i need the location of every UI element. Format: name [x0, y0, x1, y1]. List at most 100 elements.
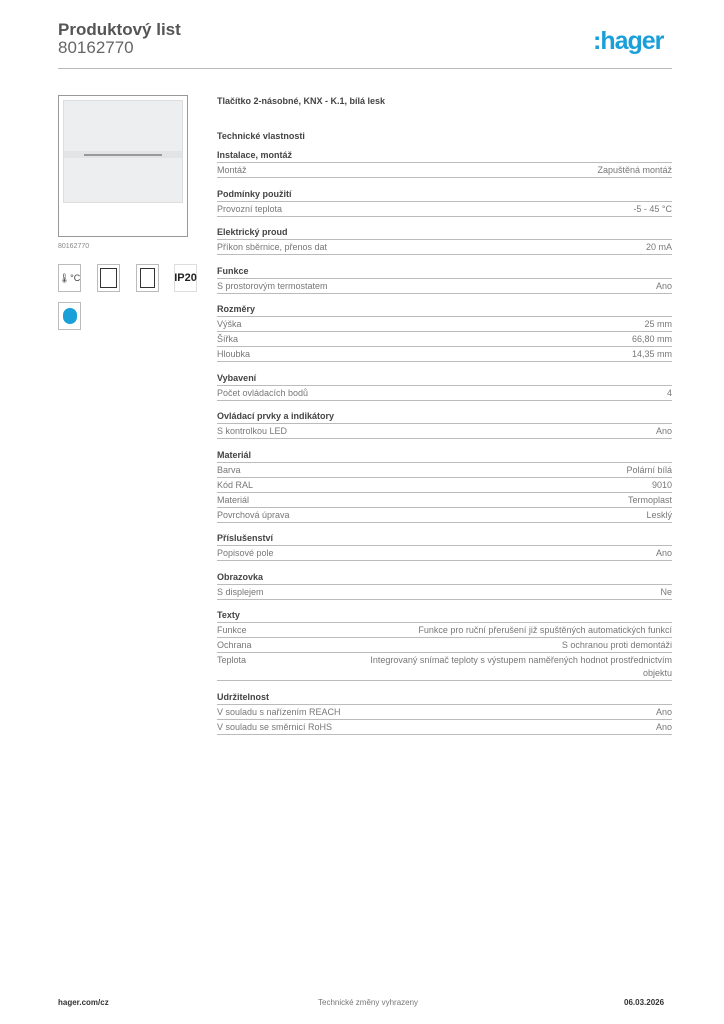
spec-section: Rozměry Výška 25 mm Šířka 66,80 mm Hloubka 14,… — [217, 303, 672, 362]
spec-value: Termoplast — [627, 494, 672, 505]
spec-row: Počet ovládacích bodů 4 — [217, 386, 672, 401]
spec-label: S displejem — [217, 586, 264, 597]
spec-row: Příkon sběrnice, přenos dat 20 mA — [217, 240, 672, 255]
spec-row: Materiál Termoplast — [217, 493, 672, 508]
spec-row: Výška 25 mm — [217, 317, 672, 332]
spec-label: Hloubka — [217, 349, 251, 359]
spec-row: S kontrolkou LED Ano — [217, 424, 672, 439]
spec-value: 14,35 mm — [631, 349, 672, 359]
section-heading: Rozměry — [217, 303, 672, 317]
spec-label: Provozní teplota — [217, 203, 283, 214]
spec-label: Materiál — [217, 494, 250, 505]
spec-section: Instalace, montáž Montáž Zapuštěná montáž — [217, 149, 672, 178]
spec-label: Teplota — [217, 655, 247, 665]
spec-label: Montáž — [217, 165, 247, 175]
spec-label: Ochrana — [217, 640, 252, 650]
product-title: Tlačítko 2-násobné, KNX - K.1, bílá lesk — [217, 96, 386, 106]
spec-value: Integrovaný snímač teploty s výstupem na… — [370, 655, 672, 678]
spec-value: S ochranou proti demontáži — [561, 640, 672, 650]
energy-label-icon — [58, 302, 81, 330]
footer-note: Technické změny vyhrazeny — [318, 998, 419, 1007]
spec-row: Teplota Integrovaný snímač teploty s výst… — [217, 653, 672, 681]
spec-row: V souladu se směrnicí RoHS Ano — [217, 720, 672, 735]
spec-label: Povrchová úprava — [217, 509, 290, 520]
spec-value: 9010 — [651, 479, 672, 490]
product-image — [58, 95, 188, 237]
sensor-icon — [136, 264, 159, 292]
spec-section: Příslušenství Popisové pole Ano — [217, 532, 672, 561]
spec-value: Ano — [655, 280, 672, 291]
spec-value: Polární bílá — [626, 464, 672, 475]
spec-section: Elektrický proud Příkon sběrnice, přenos … — [217, 226, 672, 255]
spec-section: Obrazovka S displejem Ne — [217, 571, 672, 600]
spec-label: V souladu se směrnicí RoHS — [217, 721, 333, 732]
spec-label: S prostorovým termostatem — [217, 280, 328, 291]
spec-value: Zapuštěná montáž — [597, 165, 672, 175]
spec-row: Montáž Zapuštěná montáž — [217, 163, 672, 178]
image-code: 80162770 — [58, 243, 90, 250]
spec-row: Kód RAL 9010 — [217, 478, 672, 493]
spec-row: Šířka 66,80 mm — [217, 332, 672, 347]
spec-section: Ovládací prvky a indikátory S kontrolkou … — [217, 410, 672, 439]
spec-label: Funkce — [217, 625, 247, 635]
hager-logo: :hager — [593, 27, 664, 55]
spec-label: V souladu s nařízením REACH — [217, 706, 341, 717]
spec-row: S displejem Ne — [217, 585, 672, 600]
spec-value: Ano — [655, 426, 672, 436]
page-title: Produktový list — [58, 20, 181, 39]
section-heading: Udržitelnost — [217, 691, 672, 705]
section-heading: Texty — [217, 609, 672, 623]
section-heading: Obrazovka — [217, 571, 672, 585]
spec-row: Barva Polární bílá — [217, 463, 672, 478]
spec-row: Popisové pole Ano — [217, 546, 672, 561]
ip20-icon: IP20 — [174, 264, 197, 292]
spec-value: 66,80 mm — [631, 334, 672, 344]
section-heading: Příslušenství — [217, 532, 672, 546]
section-heading: Vybavení — [217, 372, 672, 386]
spec-row: Ochrana S ochranou proti demontáži — [217, 638, 672, 653]
header-divider — [58, 68, 672, 69]
spec-label: Kód RAL — [217, 479, 254, 490]
tech-heading: Technické vlastnosti — [217, 131, 305, 141]
spec-row: V souladu s nařízením REACH Ano — [217, 705, 672, 720]
spec-value: 25 mm — [644, 319, 672, 329]
spec-row: S prostorovým termostatem Ano — [217, 279, 672, 294]
spec-row: Funkce Funkce pro ruční přerušení již spu… — [217, 623, 672, 638]
thermometer-icon: 🌡°C — [58, 264, 81, 292]
spec-value: Ano — [655, 706, 672, 717]
spec-value: -5 - 45 °C — [633, 203, 672, 214]
spec-label: Barva — [217, 464, 241, 475]
spec-value: Ano — [655, 548, 672, 558]
section-heading: Funkce — [217, 265, 672, 279]
spec-section: Texty Funkce Funkce pro ruční přerušení ji… — [217, 609, 672, 681]
spec-section: Vybavení Počet ovládacích bodů 4 — [217, 372, 672, 401]
spec-label: Šířka — [217, 334, 239, 344]
spec-label: Příkon sběrnice, přenos dat — [217, 242, 328, 252]
spec-label: Počet ovládacích bodů — [217, 387, 309, 398]
product-code: 80162770 — [58, 38, 134, 57]
footer-website[interactable]: hager.com/cz — [58, 998, 109, 1007]
spec-sections: Instalace, montáž Montáž Zapuštěná montáž P… — [217, 149, 672, 735]
section-heading: Podmínky použití — [217, 188, 672, 202]
section-heading: Ovládací prvky a indikátory — [217, 410, 672, 424]
spec-section: Funkce S prostorovým termostatem Ano — [217, 265, 672, 294]
spec-value: 20 mA — [645, 242, 672, 252]
display-icon — [97, 264, 120, 292]
spec-label: S kontrolkou LED — [217, 426, 288, 436]
section-heading: Materiál — [217, 449, 672, 463]
spec-value: Ne — [660, 586, 672, 597]
spec-row: Hloubka 14,35 mm — [217, 347, 672, 362]
section-heading: Instalace, montáž — [217, 149, 672, 163]
footer-date: 06.03.2026 — [624, 998, 665, 1007]
spec-value: Lesklý — [646, 509, 672, 520]
section-heading: Elektrický proud — [217, 226, 672, 240]
spec-value: 4 — [666, 387, 672, 398]
spec-label: Výška — [217, 319, 242, 329]
spec-section: Podmínky použití Provozní teplota -5 - 45 … — [217, 188, 672, 217]
spec-section: Udržitelnost V souladu s nařízením REACH A… — [217, 691, 672, 735]
spec-value: Ano — [655, 721, 672, 732]
spec-value: Funkce pro ruční přerušení již spuštěnýc… — [418, 625, 672, 635]
spec-section: Materiál Barva Polární bílá Kód RAL 9010 Mate… — [217, 449, 672, 523]
spec-label: Popisové pole — [217, 548, 274, 558]
spec-content: Tlačítko 2-násobné, KNX - K.1, bílá lesk… — [217, 96, 672, 735]
